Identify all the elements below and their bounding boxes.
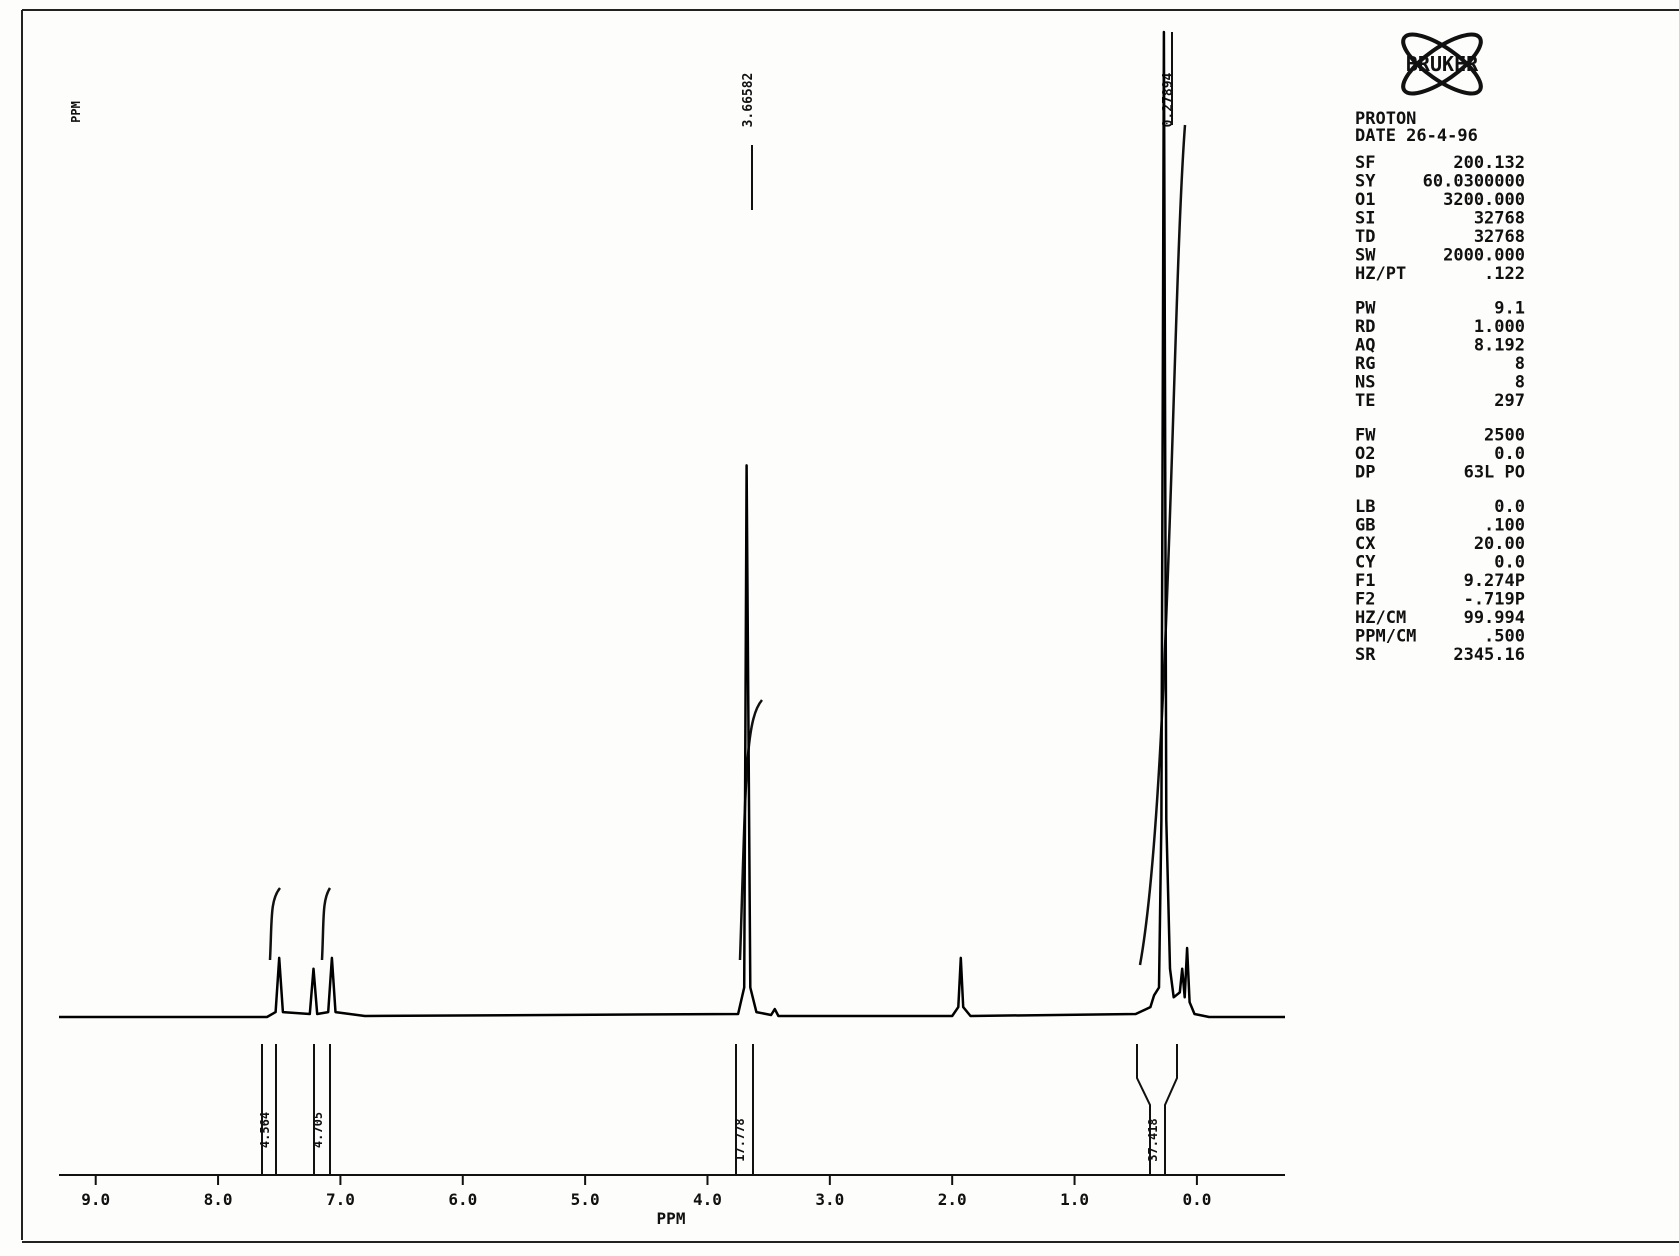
x-tick-label: 3.0 bbox=[815, 1190, 844, 1209]
param-key: DP bbox=[1355, 463, 1375, 483]
param-key: HZ/PT bbox=[1355, 264, 1406, 284]
param-value: 0.0 bbox=[1494, 444, 1525, 464]
param-key: GB bbox=[1355, 516, 1375, 536]
x-tick-label: 4.0 bbox=[693, 1190, 722, 1209]
param-key: SF bbox=[1355, 153, 1375, 173]
param-header: PROTON bbox=[1355, 109, 1416, 129]
param-value: -.719P bbox=[1464, 590, 1525, 610]
param-key: CX bbox=[1355, 534, 1376, 554]
param-value: .100 bbox=[1484, 516, 1525, 536]
param-value: 20.00 bbox=[1474, 534, 1525, 554]
param-key: SR bbox=[1355, 645, 1376, 665]
param-key: TE bbox=[1355, 391, 1375, 411]
param-key: SY bbox=[1355, 172, 1376, 192]
param-value: 2500 bbox=[1484, 426, 1525, 446]
integral-label: 4.705 bbox=[311, 1112, 325, 1148]
integral-curves bbox=[268, 124, 1187, 966]
param-value: 8 bbox=[1515, 354, 1525, 374]
param-key: RD bbox=[1355, 317, 1375, 337]
spectrum-line bbox=[59, 30, 1285, 1019]
param-value: .122 bbox=[1484, 264, 1525, 284]
param-key: F1 bbox=[1355, 571, 1375, 591]
peak-label: 3.66582 bbox=[741, 73, 756, 128]
param-key: F2 bbox=[1355, 590, 1375, 610]
param-value: 1.000 bbox=[1474, 317, 1525, 337]
param-value: 99.994 bbox=[1464, 608, 1525, 628]
param-value: 2345.16 bbox=[1453, 645, 1525, 665]
param-key: HZ/CM bbox=[1355, 608, 1406, 628]
param-value: 200.132 bbox=[1453, 153, 1525, 173]
param-value: 2000.000 bbox=[1443, 246, 1525, 266]
param-value: 8.192 bbox=[1474, 336, 1525, 356]
param-key: PPM/CM bbox=[1355, 627, 1416, 647]
corner-label: PPM bbox=[69, 101, 83, 123]
x-tick-label: 6.0 bbox=[448, 1190, 477, 1209]
x-tick-label: 1.0 bbox=[1060, 1190, 1089, 1209]
param-value: 0.0 bbox=[1494, 553, 1525, 573]
x-tick-label: 9.0 bbox=[81, 1190, 110, 1209]
param-value: 0.0 bbox=[1494, 497, 1525, 517]
param-value: 60.0300000 bbox=[1423, 172, 1525, 192]
param-value: 9.1 bbox=[1494, 299, 1525, 319]
param-value: 9.274P bbox=[1464, 571, 1525, 591]
param-value: 32768 bbox=[1474, 209, 1525, 229]
integral-label: 37.418 bbox=[1146, 1118, 1160, 1161]
integral-brackets bbox=[261, 1044, 1178, 1175]
x-tick-label: 2.0 bbox=[938, 1190, 967, 1209]
param-key: AQ bbox=[1355, 336, 1375, 356]
param-value: 63L PO bbox=[1464, 463, 1525, 483]
x-axis-label: PPM bbox=[657, 1209, 686, 1228]
x-tick-label: 8.0 bbox=[204, 1190, 233, 1209]
param-key: CY bbox=[1355, 553, 1376, 573]
param-key: NS bbox=[1355, 373, 1375, 393]
param-key: TD bbox=[1355, 227, 1375, 247]
param-key: SI bbox=[1355, 209, 1375, 229]
param-value: 297 bbox=[1494, 391, 1525, 411]
param-key: FW bbox=[1355, 426, 1376, 446]
param-key: RG bbox=[1355, 354, 1375, 374]
param-value: 32768 bbox=[1474, 227, 1525, 247]
param-key: O2 bbox=[1355, 444, 1375, 464]
logo: BRUKER bbox=[1401, 32, 1483, 96]
integral-label: 17.778 bbox=[733, 1118, 747, 1161]
param-key: O1 bbox=[1355, 190, 1375, 210]
param-header: DATE 26-4-96 bbox=[1355, 126, 1478, 146]
param-key: PW bbox=[1355, 299, 1376, 319]
logo-text: BRUKER bbox=[1406, 52, 1479, 76]
x-tick-label: 5.0 bbox=[571, 1190, 600, 1209]
param-value: 8 bbox=[1515, 373, 1525, 393]
param-key: LB bbox=[1355, 497, 1375, 517]
integral-label: 4.564 bbox=[258, 1112, 272, 1148]
param-value: 3200.000 bbox=[1443, 190, 1525, 210]
param-value: .500 bbox=[1484, 627, 1525, 647]
x-tick-label: 7.0 bbox=[326, 1190, 355, 1209]
x-tick-label: 0.0 bbox=[1182, 1190, 1211, 1209]
param-key: SW bbox=[1355, 246, 1376, 266]
